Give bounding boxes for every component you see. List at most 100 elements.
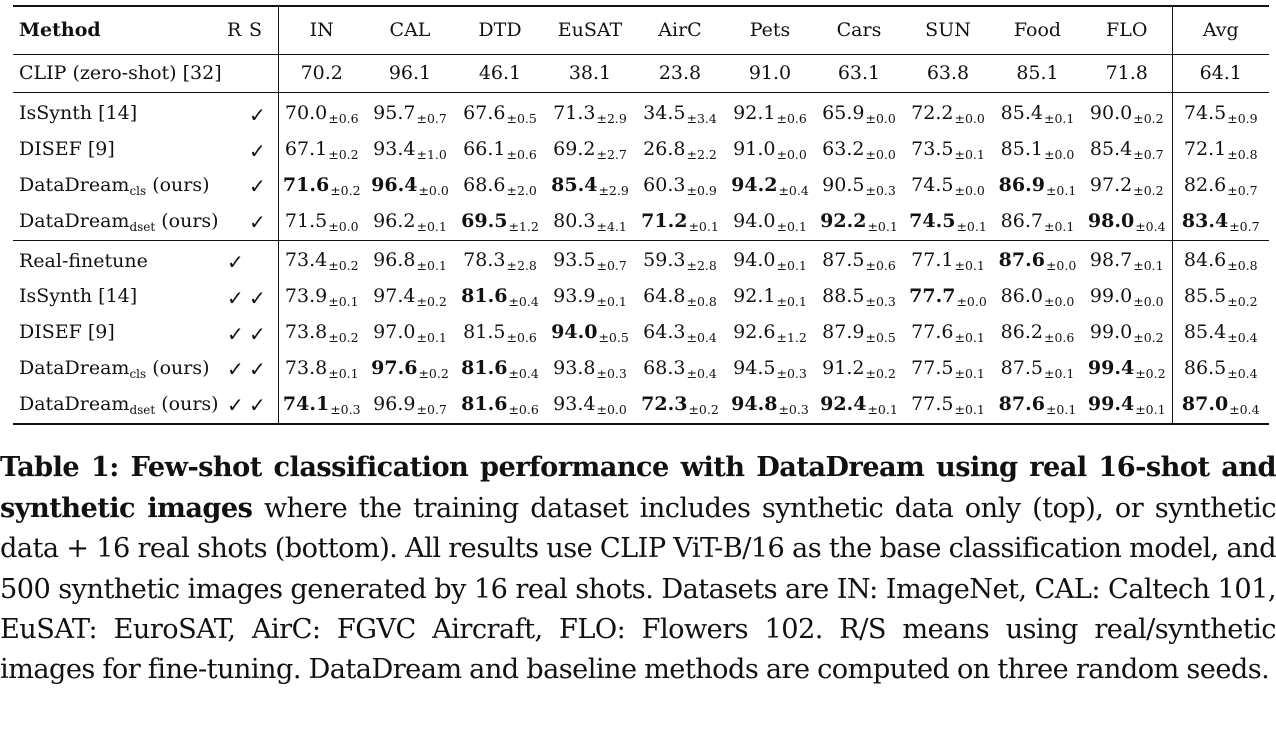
mean-value: 69.5 bbox=[461, 209, 508, 232]
std-value: ±0.6 bbox=[508, 401, 539, 417]
std-value: ±0.6 bbox=[776, 111, 807, 127]
real-check-icon: ✓ bbox=[227, 387, 249, 426]
std-value: ±0.7 bbox=[596, 258, 627, 274]
value-cell: 71.5±0.0 bbox=[277, 204, 365, 241]
mean-value: 93.9 bbox=[553, 285, 596, 308]
std-value: ±0.1 bbox=[867, 401, 898, 417]
column-header: AirC bbox=[635, 5, 725, 55]
std-value: ±0.0 bbox=[1045, 258, 1077, 274]
mean-value: 81.6 bbox=[461, 392, 508, 415]
mean-value: 63.2 bbox=[822, 137, 865, 160]
mean-value: 86.0 bbox=[1000, 285, 1043, 308]
mean-value: 87.0 bbox=[1181, 392, 1229, 415]
mean-value: 94.2 bbox=[731, 173, 778, 196]
synthetic-check-icon: ✓ bbox=[249, 387, 278, 426]
table-row: DISEF [9] ✓ 67.1±0.2 93.4±1.0 66.1±0.6 69.2±2… bbox=[13, 132, 1269, 169]
value-cell: 23.8 bbox=[658, 62, 702, 84]
std-value: ±0.1 bbox=[1043, 111, 1075, 127]
value-cell: 90.5±0.3 bbox=[815, 169, 903, 205]
std-value: ±0.8 bbox=[1227, 146, 1258, 162]
r-cell bbox=[227, 55, 249, 93]
mean-value: 93.8 bbox=[553, 356, 596, 379]
mean-value: 73.5 bbox=[911, 137, 954, 160]
value-cell: 92.1±0.6 bbox=[725, 97, 815, 133]
table-header-row: Method R S IN CAL DTD EuSAT AirC Pets Ca… bbox=[13, 5, 1269, 55]
std-value: ±0.1 bbox=[954, 329, 985, 345]
mean-value: 94.5 bbox=[733, 356, 776, 379]
divider-cell bbox=[635, 92, 725, 97]
method-suffix: (ours) bbox=[146, 356, 210, 379]
std-value: ±2.9 bbox=[596, 111, 627, 127]
method-cell: Real-finetune bbox=[13, 244, 227, 280]
std-value: ±0.6 bbox=[1043, 329, 1075, 345]
mean-value: 87.9 bbox=[822, 320, 865, 343]
value-cell: 34.5±3.4 bbox=[635, 97, 725, 133]
mean-value: 74.5 bbox=[911, 173, 954, 196]
value-cell: 77.7±0.0 bbox=[903, 280, 993, 316]
mean-value: 90.5 bbox=[822, 173, 865, 196]
results-table: Method R S IN CAL DTD EuSAT AirC Pets Ca… bbox=[13, 5, 1269, 426]
value-cell: 73.4±0.2 bbox=[277, 244, 365, 280]
divider-cell bbox=[227, 92, 249, 97]
mean-value: 97.4 bbox=[373, 285, 416, 308]
value-cell: 73.8±0.2 bbox=[277, 315, 365, 352]
column-header: Food bbox=[993, 5, 1082, 55]
mean-value: 26.8 bbox=[643, 137, 686, 160]
mean-value: 87.6 bbox=[998, 249, 1045, 272]
value-cell: 68.6±2.0 bbox=[455, 169, 545, 205]
column-header: IN bbox=[277, 5, 365, 55]
std-value: ±0.2 bbox=[1133, 329, 1164, 345]
std-value: ±0.1 bbox=[1045, 401, 1077, 417]
divider-cell bbox=[1082, 240, 1172, 245]
std-value: ±2.9 bbox=[598, 182, 629, 198]
std-value: ±0.4 bbox=[1227, 365, 1258, 381]
value-cell: 93.8±0.3 bbox=[545, 352, 635, 388]
results-table-container: Method R S IN CAL DTD EuSAT AirC Pets Ca… bbox=[13, 5, 1269, 426]
real-check-icon: ✓ bbox=[227, 321, 244, 346]
std-value: ±0.4 bbox=[1229, 401, 1260, 417]
mean-value: 92.6 bbox=[733, 320, 776, 343]
column-header: Avg bbox=[1171, 5, 1269, 55]
table-row: DataDreamdset (ours) ✓ ✓ 74.1±0.3 96.9±0.7 81… bbox=[13, 387, 1269, 426]
caption-title: Table 1: Few-shot classification perform… bbox=[0, 451, 1276, 525]
real-check-icon bbox=[227, 133, 249, 169]
std-value: ±0.4 bbox=[508, 294, 539, 310]
value-cell: 73.9±0.1 bbox=[277, 279, 365, 316]
std-value: ±0.1 bbox=[954, 146, 985, 162]
mean-value: 71.2 bbox=[641, 209, 688, 232]
mean-value: 98.0 bbox=[1087, 209, 1135, 232]
value-cell: 77.6±0.1 bbox=[903, 316, 993, 352]
std-value: ±4.1 bbox=[596, 218, 627, 234]
column-header: S bbox=[249, 5, 278, 55]
value-cell: 92.2±0.1 bbox=[815, 204, 903, 240]
synthetic-check-icon: ✓ bbox=[249, 174, 266, 199]
column-header: DTD bbox=[455, 5, 545, 55]
value-cell: 72.2±0.0 bbox=[903, 97, 993, 133]
std-value: ±0.1 bbox=[1043, 218, 1075, 234]
value-cell: 99.0±0.2 bbox=[1082, 316, 1172, 352]
mean-value: 82.6 bbox=[1183, 173, 1227, 196]
real-check-icon: ✓ bbox=[227, 357, 244, 382]
value-cell: 97.4±0.2 bbox=[365, 280, 455, 316]
value-cell: 38.1 bbox=[568, 62, 612, 84]
mean-value: 85.5 bbox=[1183, 285, 1227, 308]
column-header: CAL bbox=[365, 5, 455, 55]
divider-cell bbox=[1171, 92, 1269, 97]
method-subscript: cls bbox=[129, 366, 147, 381]
divider-cell bbox=[725, 240, 815, 245]
mean-value: 88.5 bbox=[822, 285, 865, 308]
mean-value: 68.6 bbox=[463, 173, 506, 196]
mean-value: 99.0 bbox=[1089, 320, 1133, 343]
value-cell: 85.1±0.0 bbox=[993, 133, 1082, 169]
method-name: DataDream bbox=[19, 173, 130, 196]
std-value: ±0.9 bbox=[686, 182, 717, 198]
value-cell: 99.4±0.1 bbox=[1082, 387, 1172, 426]
synthetic-check-icon bbox=[249, 244, 278, 280]
mean-value: 73.9 bbox=[284, 285, 328, 308]
std-value: ±0.7 bbox=[416, 111, 447, 127]
std-value: ±0.6 bbox=[865, 258, 896, 274]
value-cell: 87.6±0.1 bbox=[993, 387, 1082, 426]
value-cell: 96.8±0.1 bbox=[365, 244, 455, 280]
value-cell: 64.3±0.4 bbox=[635, 316, 725, 352]
value-cell: 83.4±0.7 bbox=[1171, 204, 1269, 241]
